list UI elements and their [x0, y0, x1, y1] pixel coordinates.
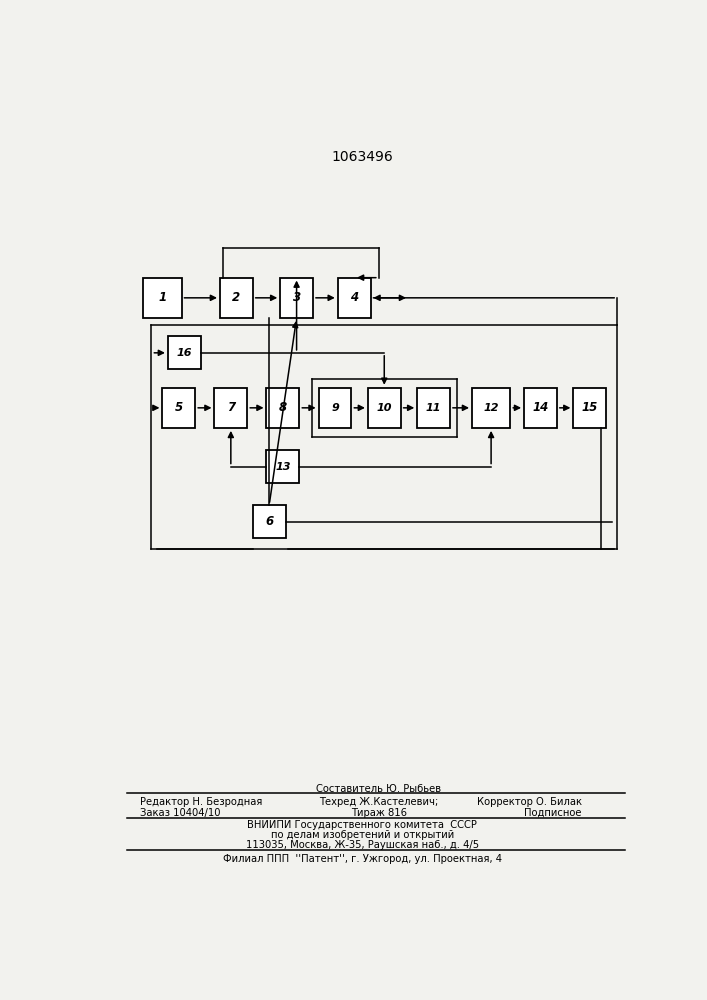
Text: 1: 1	[158, 291, 166, 304]
Bar	[163, 388, 195, 428]
Text: Филиал ППП  ''Патент'', г. Ужгород, ул. Проектная, 4: Филиал ППП ''Патент'', г. Ужгород, ул. П…	[223, 854, 502, 864]
Text: 4: 4	[350, 291, 358, 304]
Text: 15: 15	[582, 401, 598, 414]
Text: 14: 14	[532, 401, 549, 414]
Text: 6: 6	[265, 515, 273, 528]
Text: Редактор Н. Безродная: Редактор Н. Безродная	[141, 797, 263, 807]
Bar	[338, 278, 370, 318]
Text: Заказ 10404/10: Заказ 10404/10	[141, 808, 221, 818]
Text: 7: 7	[227, 401, 235, 414]
Bar	[267, 450, 299, 483]
Text: 10: 10	[377, 403, 392, 413]
Text: 3: 3	[293, 291, 300, 304]
Bar	[417, 388, 450, 428]
Text: 8: 8	[279, 401, 287, 414]
Bar	[280, 278, 313, 318]
Text: Техред Ж.Кастелевич;: Техред Ж.Кастелевич;	[319, 797, 438, 807]
Bar	[524, 388, 557, 428]
Bar	[214, 388, 247, 428]
Bar	[472, 388, 510, 428]
Bar	[144, 278, 182, 318]
Text: 11: 11	[426, 403, 441, 413]
Text: 2: 2	[233, 291, 240, 304]
Text: Корректор О. Билак: Корректор О. Билак	[477, 797, 582, 807]
Bar	[220, 278, 253, 318]
Text: по делам изобретений и открытий: по делам изобретений и открытий	[271, 830, 454, 840]
Text: 5: 5	[175, 401, 183, 414]
Bar	[168, 336, 201, 369]
Text: 1063496: 1063496	[332, 150, 393, 164]
Text: 113035, Москва, Ж-35, Раушская наб., д. 4/5: 113035, Москва, Ж-35, Раушская наб., д. …	[246, 840, 479, 850]
Text: 9: 9	[331, 403, 339, 413]
Text: ВНИИПИ Государственного комитета  СССР: ВНИИПИ Государственного комитета СССР	[247, 820, 477, 830]
Text: 13: 13	[275, 462, 291, 472]
Bar	[368, 388, 401, 428]
Text: Составитель Ю. Рыбьев: Составитель Ю. Рыбьев	[316, 784, 441, 794]
Text: Тираж 816: Тираж 816	[351, 808, 407, 818]
Bar	[253, 505, 286, 538]
Bar	[267, 388, 299, 428]
Bar	[573, 388, 606, 428]
Text: 12: 12	[484, 403, 499, 413]
Text: 16: 16	[177, 348, 192, 358]
Text: Подписное: Подписное	[524, 808, 582, 818]
Bar	[319, 388, 351, 428]
